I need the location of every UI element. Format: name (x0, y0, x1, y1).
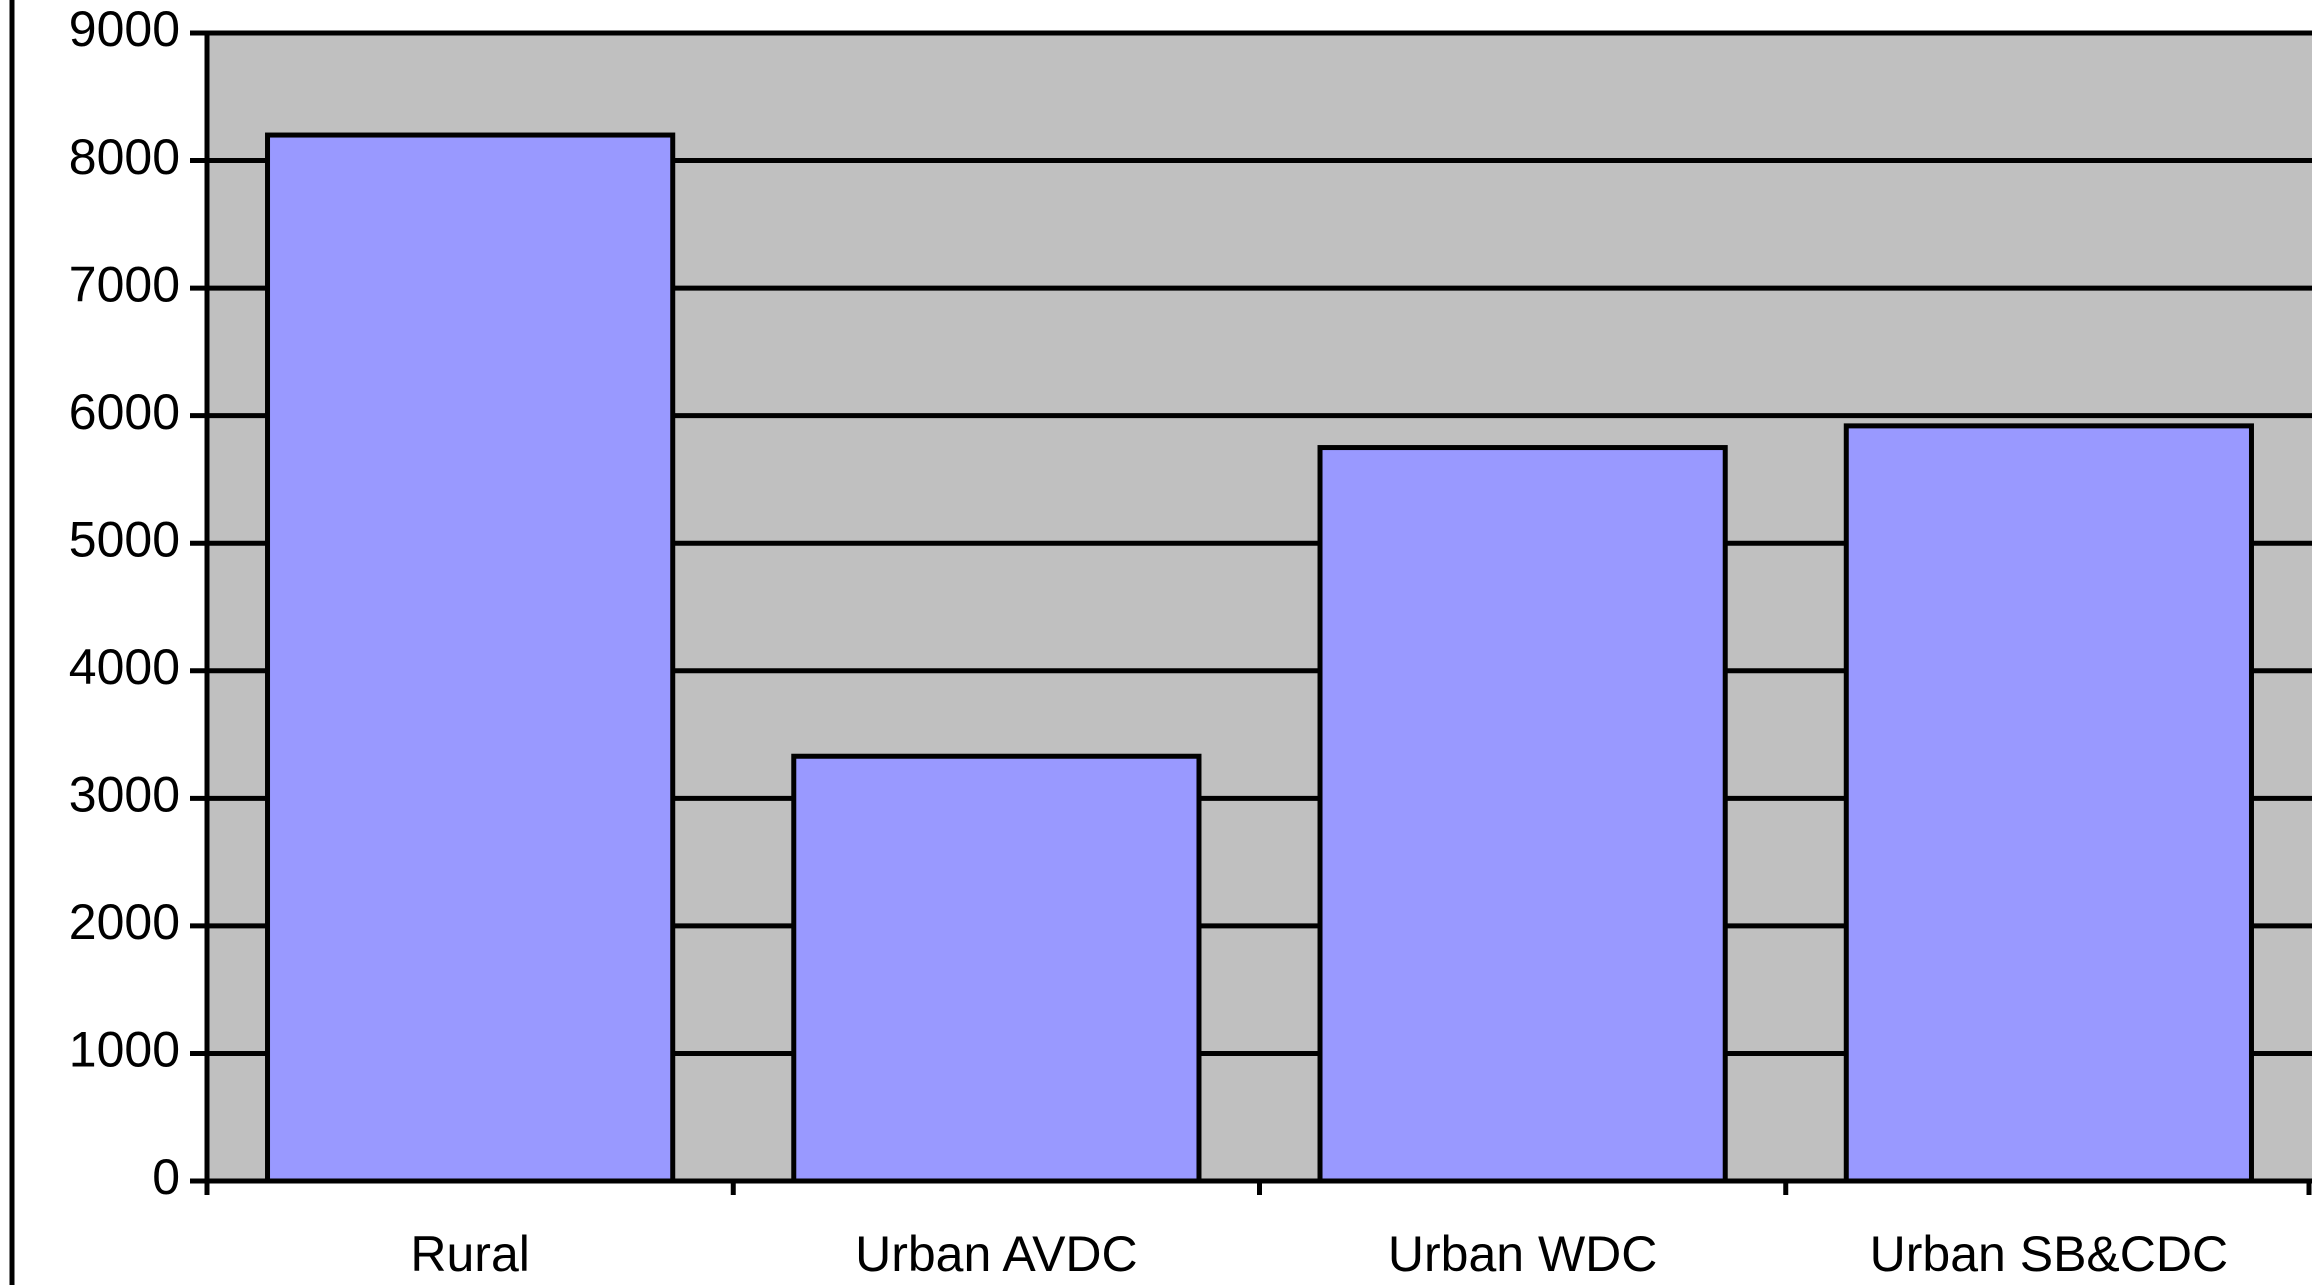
x-tick-label: Urban SB&CDC (1870, 1226, 2228, 1282)
x-tick-label: Urban WDC (1388, 1226, 1657, 1282)
y-tick-label: 1000 (69, 1022, 180, 1078)
y-tick-label: 6000 (69, 384, 180, 440)
bar (1317, 445, 1728, 1184)
y-tick-label: 3000 (69, 767, 180, 823)
bar (1843, 423, 2254, 1184)
x-tick-label: Rural (410, 1226, 529, 1282)
y-tick-label: 7000 (69, 256, 180, 312)
y-tick-label: 0 (152, 1149, 180, 1205)
y-tick-label: 2000 (69, 894, 180, 950)
bar (265, 132, 676, 1184)
y-tick-label: 8000 (69, 129, 180, 185)
y-tick-label: 4000 (69, 639, 180, 695)
y-tick-label: 5000 (69, 511, 180, 567)
y-tick-label: 9000 (69, 1, 180, 57)
x-tick-label: Urban AVDC (855, 1226, 1138, 1282)
bar (791, 753, 1202, 1184)
